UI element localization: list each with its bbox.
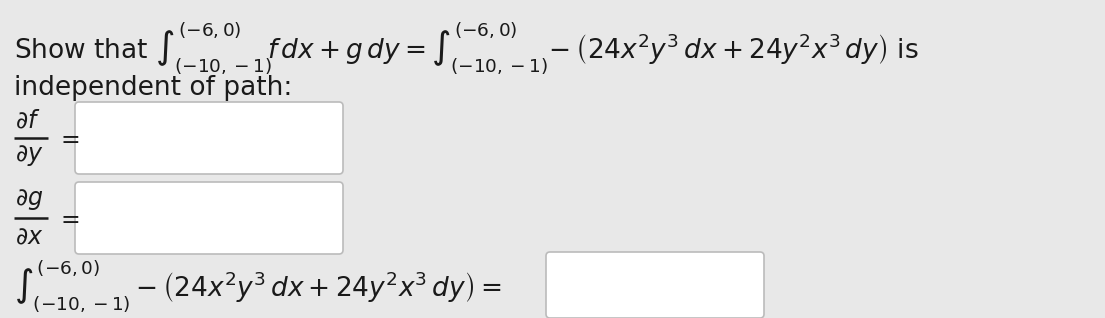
Text: $\partial g$: $\partial g$ [15, 188, 43, 212]
Text: Show that $\int_{(-10,-1)}^{(-6,0)}\!f\,dx + g\,dy = \int_{(-10,-1)}^{(-6,0)}\! : Show that $\int_{(-10,-1)}^{(-6,0)}\!f\,… [14, 20, 919, 76]
FancyBboxPatch shape [546, 252, 764, 318]
Text: $=$: $=$ [56, 206, 80, 230]
Text: $=$: $=$ [56, 126, 80, 150]
Text: independent of path:: independent of path: [14, 75, 293, 101]
Text: $\partial y$: $\partial y$ [15, 143, 43, 169]
FancyBboxPatch shape [75, 102, 343, 174]
Text: $\int_{(-10,-1)}^{(-6,0)} -\left(24x^2y^3\,dx + 24y^2x^3\,dy\right) =$: $\int_{(-10,-1)}^{(-6,0)} -\left(24x^2y^… [14, 259, 502, 314]
Text: $\partial f$: $\partial f$ [15, 108, 41, 132]
FancyBboxPatch shape [75, 182, 343, 254]
Text: $\partial x$: $\partial x$ [15, 224, 43, 248]
